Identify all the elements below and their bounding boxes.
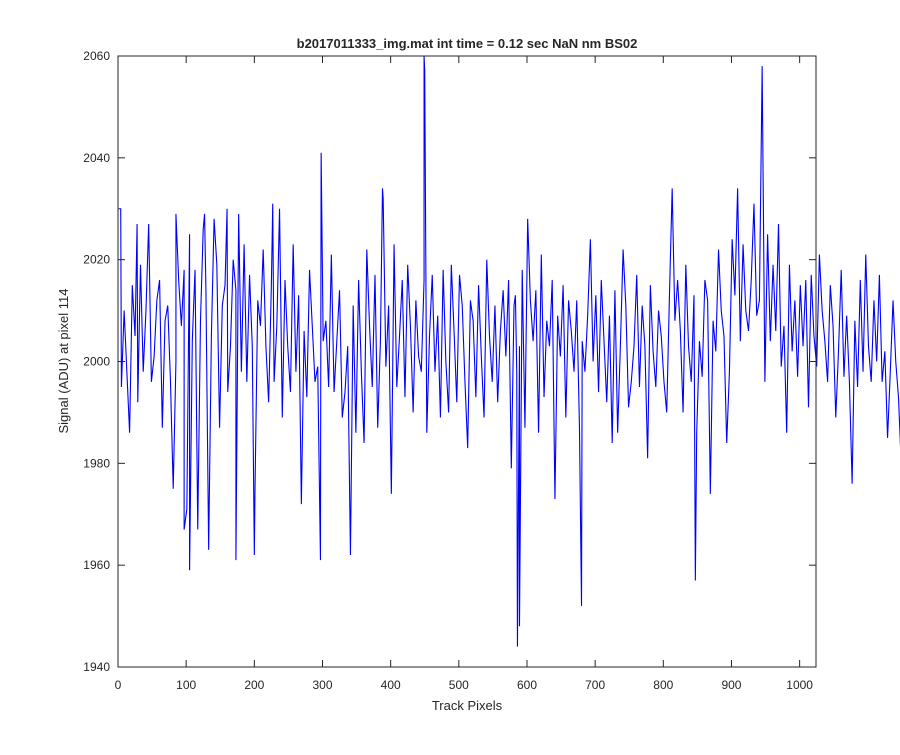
x-tick-label: 400 [381,678,401,692]
x-tick-label: 500 [449,678,469,692]
y-axis-ticks: 1940 1960 1980 2000 2020 2040 2060 [83,49,816,674]
x-tick-label: 900 [721,678,741,692]
y-tick-label: 2040 [83,151,110,165]
series-layer [118,55,900,647]
x-tick-label: 700 [585,678,605,692]
x-tick-label: 300 [312,678,332,692]
x-tick-label: 600 [517,678,537,692]
x-tick-label: 200 [244,678,264,692]
chart-title: b2017011333_img.mat int time = 0.12 sec … [297,36,638,51]
y-tick-label: 2060 [83,49,110,63]
x-tick-label: 1000 [786,678,813,692]
y-tick-label: 1960 [83,558,110,572]
x-tick-label: 100 [176,678,196,692]
x-tick-label: 0 [115,678,122,692]
x-tick-label: 800 [653,678,673,692]
y-tick-label: 2000 [83,355,110,369]
x-axis-label: Track Pixels [432,698,503,713]
y-tick-label: 1940 [83,660,110,674]
series-line-0 [118,55,900,647]
x-axis-ticks: 0 100 200 300 400 500 600 700 800 900 1000 [115,56,813,692]
y-tick-label: 2020 [83,253,110,267]
y-axis-label: Signal (ADU) at pixel 114 [56,289,71,434]
plot-area [118,56,816,667]
y-tick-label: 1980 [83,456,110,470]
